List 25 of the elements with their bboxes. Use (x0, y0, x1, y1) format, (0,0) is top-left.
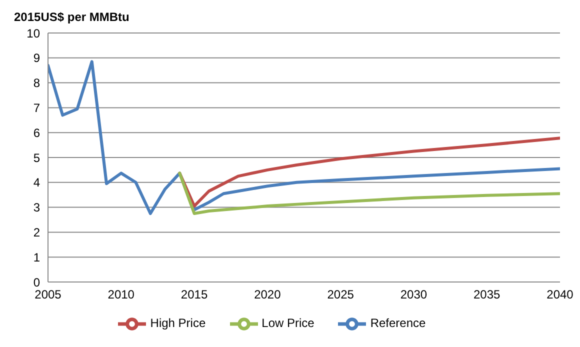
y-tick-label: 9 (33, 51, 40, 66)
x-tick-label: 2030 (400, 288, 428, 302)
y-tick-label: 5 (33, 150, 40, 165)
x-tick-label: 2010 (108, 288, 135, 302)
y-axis-title: 2015US$ per MMBtu (14, 10, 130, 24)
x-tick-label: 2025 (327, 288, 354, 302)
x-tick-label: 2005 (34, 288, 62, 302)
x-tick-label: 2015 (180, 288, 208, 302)
legend-label: Reference (370, 316, 426, 330)
y-tick-label: 1 (33, 250, 40, 264)
y-tick-label: 3 (33, 200, 40, 215)
y-tick-label: 10 (26, 26, 40, 40)
y-tick-label: 0 (33, 275, 40, 290)
y-tick-label: 7 (33, 100, 40, 115)
legend-label: High Price (150, 316, 206, 330)
x-tick-label: 2020 (254, 288, 282, 302)
y-tick-label: 2 (33, 225, 40, 240)
legend-label: Low Price (262, 316, 314, 330)
y-tick-label: 8 (33, 76, 40, 90)
line-series (48, 60, 560, 216)
y-tick-label: 4 (33, 176, 40, 190)
x-tick-label: 2035 (474, 288, 501, 302)
x-tick-label: 2040 (546, 288, 574, 302)
y-tick-label: 6 (33, 126, 40, 140)
line-series (178, 172, 560, 216)
